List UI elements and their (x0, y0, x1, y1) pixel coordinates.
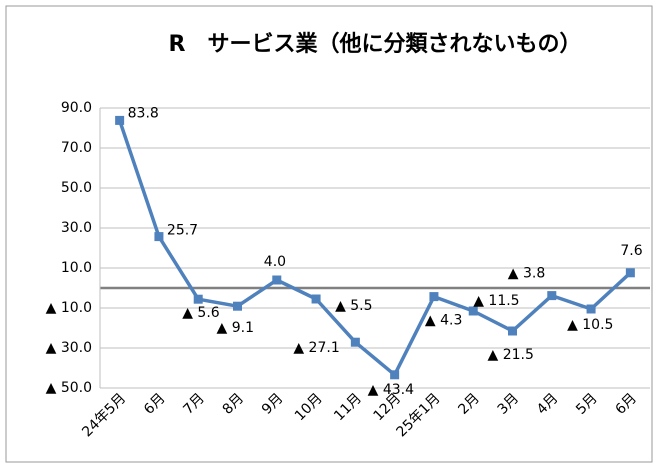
data-point (468, 306, 478, 316)
data-point (625, 268, 635, 278)
data-point (115, 115, 125, 125)
data-label: 7.6 (620, 243, 642, 259)
data-point (350, 337, 360, 347)
data-point (233, 301, 242, 311)
data-label: ▲ 21.5 (488, 347, 534, 363)
data-point (311, 294, 321, 304)
y-tick-label: 70.0 (61, 140, 92, 156)
data-point (586, 304, 596, 314)
data-point (390, 370, 400, 380)
y-tick-label: 10.0 (61, 260, 92, 276)
data-label: 25.7 (167, 223, 198, 239)
data-point (547, 291, 557, 301)
y-tick-label: ▲ 10.0 (46, 300, 92, 316)
y-tick-label: ▲ 50.0 (46, 380, 92, 396)
data-label: ▲ 10.5 (567, 317, 613, 333)
data-label: ▲ 43.4 (368, 382, 414, 398)
y-tick-label: 50.0 (61, 180, 92, 196)
data-label: ▲ 5.5 (335, 298, 372, 314)
data-line (117, 119, 632, 377)
chart-title: R サービス業（他に分類されないもの） (169, 32, 582, 57)
data-point (154, 232, 164, 242)
chart-frame (5, 5, 653, 463)
data-label: 4.0 (264, 254, 286, 270)
y-tick-label: 90.0 (61, 100, 92, 116)
data-label: ▲ 27.1 (293, 340, 339, 356)
data-label: ▲ 4.3 (425, 313, 462, 329)
data-point (193, 294, 203, 304)
data-label: ▲ 9.1 (217, 320, 254, 336)
data-point (429, 292, 439, 302)
y-tick-label: ▲ 30.0 (46, 340, 92, 356)
y-tick-label: 30.0 (61, 220, 92, 236)
data-point (508, 326, 517, 336)
data-point (272, 275, 282, 285)
data-label: 83.8 (128, 105, 159, 121)
data-label: ▲ 3.8 (508, 266, 545, 282)
data-label: ▲ 11.5 (473, 293, 519, 309)
data-label: ▲ 5.6 (182, 305, 220, 321)
